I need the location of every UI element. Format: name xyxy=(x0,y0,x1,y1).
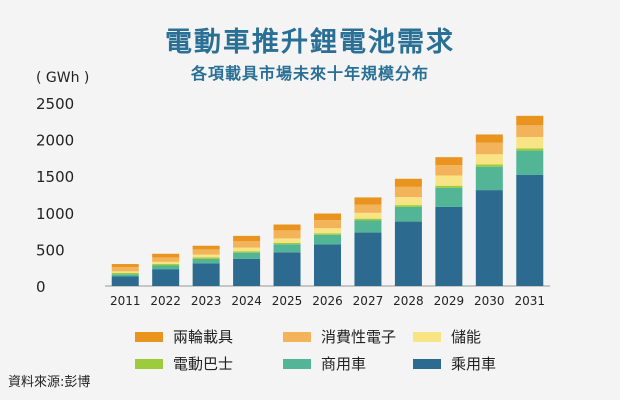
bar-segment xyxy=(192,249,220,255)
bar-segment xyxy=(273,242,301,245)
bar-segment xyxy=(192,254,220,258)
y-tick-label: 1000 xyxy=(36,205,74,223)
y-tick-label: 2000 xyxy=(36,132,74,150)
bar-segment xyxy=(314,233,341,235)
bar-segment xyxy=(192,263,220,286)
bar-segment xyxy=(516,148,544,151)
bar-segment xyxy=(233,252,261,259)
bar-segment xyxy=(475,166,503,191)
bar-segment xyxy=(475,190,503,286)
bar-segment xyxy=(354,204,382,213)
bar-segment xyxy=(233,258,261,286)
bar-segment xyxy=(354,218,382,221)
x-tick-label: 2027 xyxy=(353,294,384,308)
bar-segment xyxy=(394,221,422,286)
bar-segment xyxy=(233,251,261,253)
bar-segment xyxy=(516,125,544,138)
bar-segment xyxy=(111,272,139,275)
bar-segment xyxy=(475,142,503,155)
bar-segment xyxy=(233,235,261,241)
bar-segment xyxy=(435,206,463,286)
bar-segment xyxy=(111,276,139,286)
bar-segment xyxy=(435,165,463,176)
bar-segment xyxy=(394,178,422,187)
bar-segment xyxy=(233,247,261,252)
bar-segment xyxy=(192,245,220,250)
bar-segment xyxy=(233,240,261,248)
bar-segment xyxy=(152,265,180,270)
chart-title: 電動車推升鋰電池需求 xyxy=(165,27,455,58)
bar-segment xyxy=(152,253,180,258)
bar-segment xyxy=(354,197,382,205)
bar-segment xyxy=(475,154,503,165)
bar-segment xyxy=(314,228,341,234)
bar-segment xyxy=(192,257,220,259)
bar-segment xyxy=(394,197,422,206)
y-axis-unit-label: ( GWh ) xyxy=(36,70,90,86)
x-tick-label: 2029 xyxy=(434,294,465,308)
bar-segment xyxy=(111,274,139,277)
bar-segment xyxy=(435,185,463,188)
chart-subtitle: 各項載具市場未來十年規模分布 xyxy=(190,64,429,83)
x-tick-label: 2025 xyxy=(272,294,303,308)
y-tick-label: 0 xyxy=(36,278,46,296)
bar-segment xyxy=(152,261,180,265)
bar-segment xyxy=(475,134,503,143)
x-tick-label: 2024 xyxy=(231,294,262,308)
bar-segment xyxy=(394,186,422,198)
y-tick-label: 2500 xyxy=(36,95,74,113)
bar-segment xyxy=(192,258,220,264)
source-note: 資料來源:彭博 xyxy=(8,375,91,390)
bar-segment xyxy=(152,257,180,262)
y-tick-label: 1500 xyxy=(36,168,74,186)
bar-segment xyxy=(516,115,544,126)
bar-segment xyxy=(516,174,544,286)
y-tick-label: 500 xyxy=(36,241,65,259)
bar-segment xyxy=(394,206,422,222)
x-tick-label: 2022 xyxy=(150,294,181,308)
bar-segment xyxy=(111,266,139,272)
bar-segment xyxy=(314,234,341,245)
bar-segment xyxy=(314,220,341,229)
bar-segment xyxy=(152,269,180,286)
bar-segment xyxy=(314,213,341,221)
bar-segment xyxy=(273,238,301,243)
bar-segment xyxy=(152,264,180,266)
bar-segment xyxy=(354,220,382,233)
bar-segment xyxy=(394,205,422,207)
bar-segment xyxy=(435,187,463,207)
bar-segment xyxy=(273,252,301,286)
x-tick-label: 2028 xyxy=(393,294,424,308)
bar-segment xyxy=(516,150,544,175)
bar-segment xyxy=(273,244,301,253)
x-tick-label: 2030 xyxy=(474,294,505,308)
x-tick-label: 2023 xyxy=(191,294,222,308)
x-tick-label: 2026 xyxy=(312,294,343,308)
bar-segment xyxy=(273,224,301,231)
bar-segment xyxy=(354,232,382,286)
bar-segment xyxy=(273,230,301,239)
bar-segment xyxy=(435,157,463,166)
bar-segment xyxy=(354,212,382,219)
bar-segment xyxy=(111,271,139,273)
x-tick-label: 2011 xyxy=(110,294,141,308)
bar-segment xyxy=(475,164,503,167)
bar-segment xyxy=(435,175,463,186)
bar-segment xyxy=(111,264,139,267)
bar-segment xyxy=(314,244,341,286)
x-tick-label: 2031 xyxy=(514,294,545,308)
bar-segment xyxy=(516,137,544,149)
